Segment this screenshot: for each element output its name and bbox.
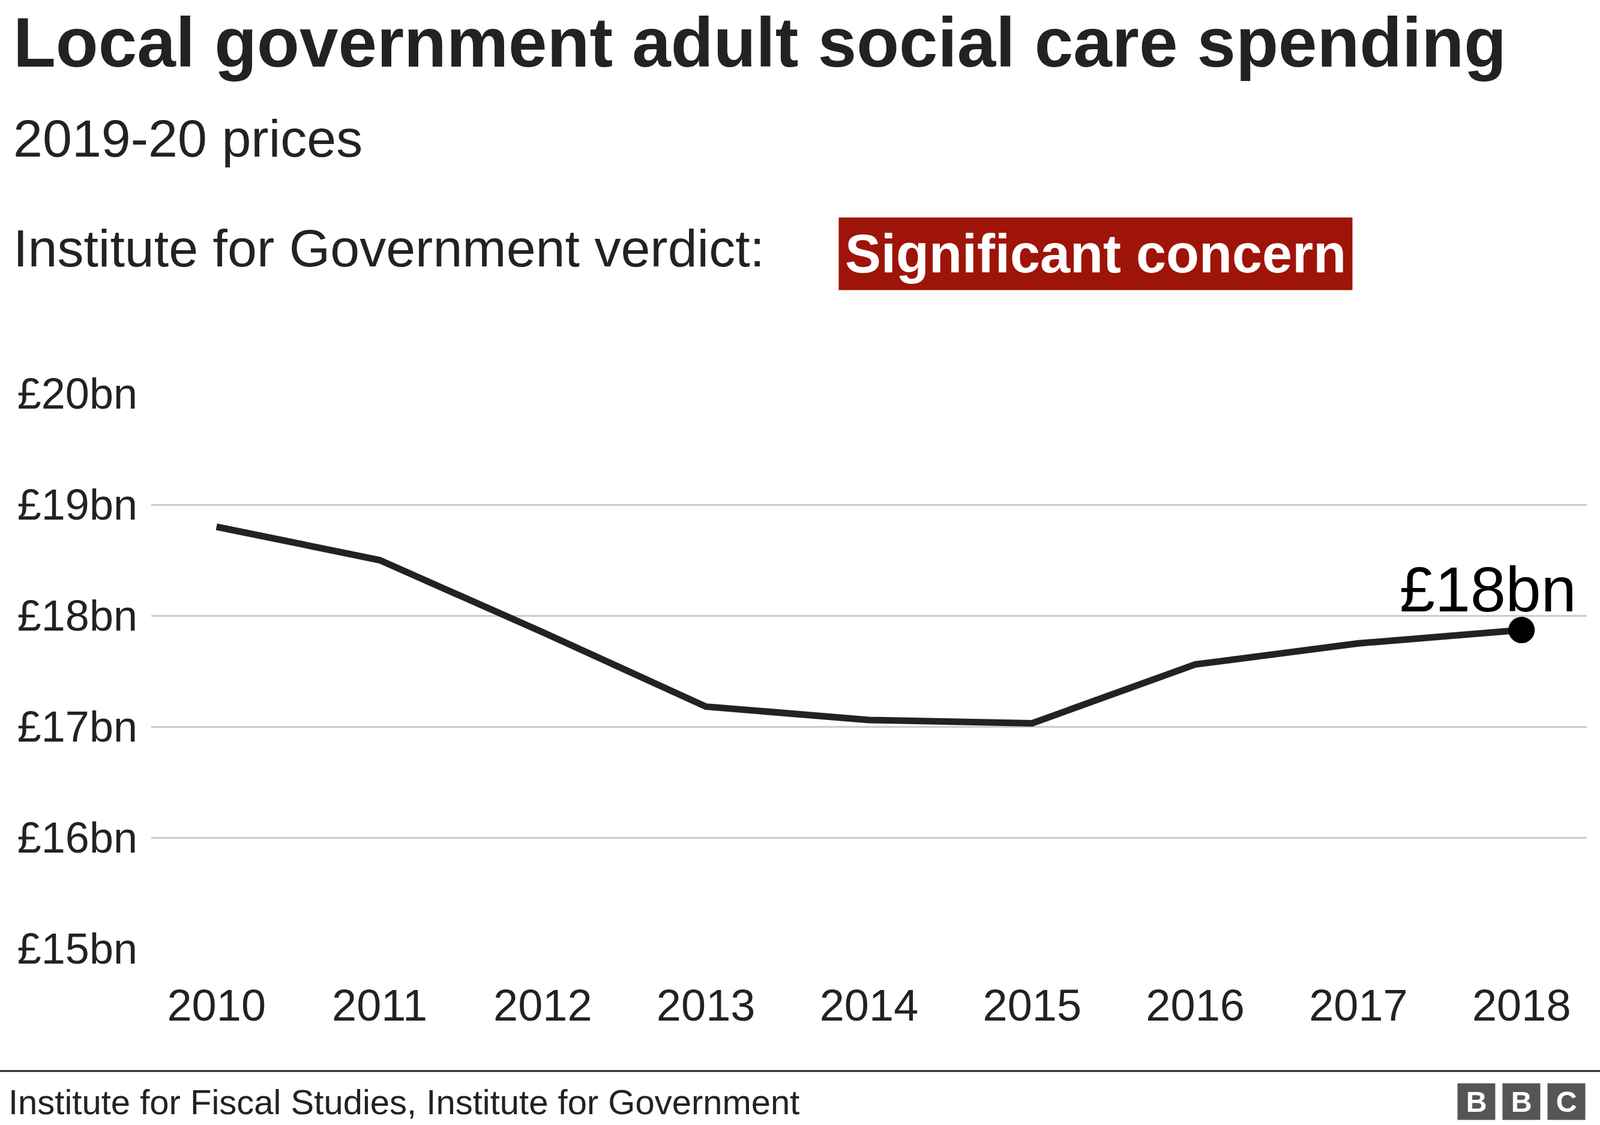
svg-text:B: B xyxy=(1511,1086,1533,1119)
svg-text:£20bn: £20bn xyxy=(17,369,138,418)
svg-text:Significant concern: Significant concern xyxy=(845,223,1347,284)
svg-text:2016: 2016 xyxy=(1145,980,1245,1031)
svg-text:£16bn: £16bn xyxy=(17,813,138,862)
svg-text:2011: 2011 xyxy=(331,980,428,1031)
svg-text:C: C xyxy=(1556,1086,1578,1119)
svg-text:£18bn: £18bn xyxy=(1399,553,1577,625)
svg-text:2010: 2010 xyxy=(166,980,266,1031)
svg-text:2017: 2017 xyxy=(1308,980,1408,1031)
svg-text:Institute for Government verdi: Institute for Government verdict: xyxy=(13,218,765,278)
svg-text:£18bn: £18bn xyxy=(17,591,138,640)
svg-text:2013: 2013 xyxy=(656,980,756,1031)
svg-text:B: B xyxy=(1466,1086,1488,1119)
svg-text:£17bn: £17bn xyxy=(17,702,138,751)
svg-text:2015: 2015 xyxy=(983,980,1083,1031)
svg-text:2012: 2012 xyxy=(493,980,593,1031)
svg-text:2018: 2018 xyxy=(1472,980,1572,1031)
svg-text:Institute for Fiscal Studies,: Institute for Fiscal Studies, Institute … xyxy=(8,1082,800,1122)
svg-text:£19bn: £19bn xyxy=(17,480,138,529)
svg-text:Local government adult social: Local government adult social care spend… xyxy=(13,3,1507,82)
svg-text:£15bn: £15bn xyxy=(17,924,138,973)
svg-text:2019-20 prices: 2019-20 prices xyxy=(13,108,363,169)
svg-text:2014: 2014 xyxy=(819,980,919,1031)
